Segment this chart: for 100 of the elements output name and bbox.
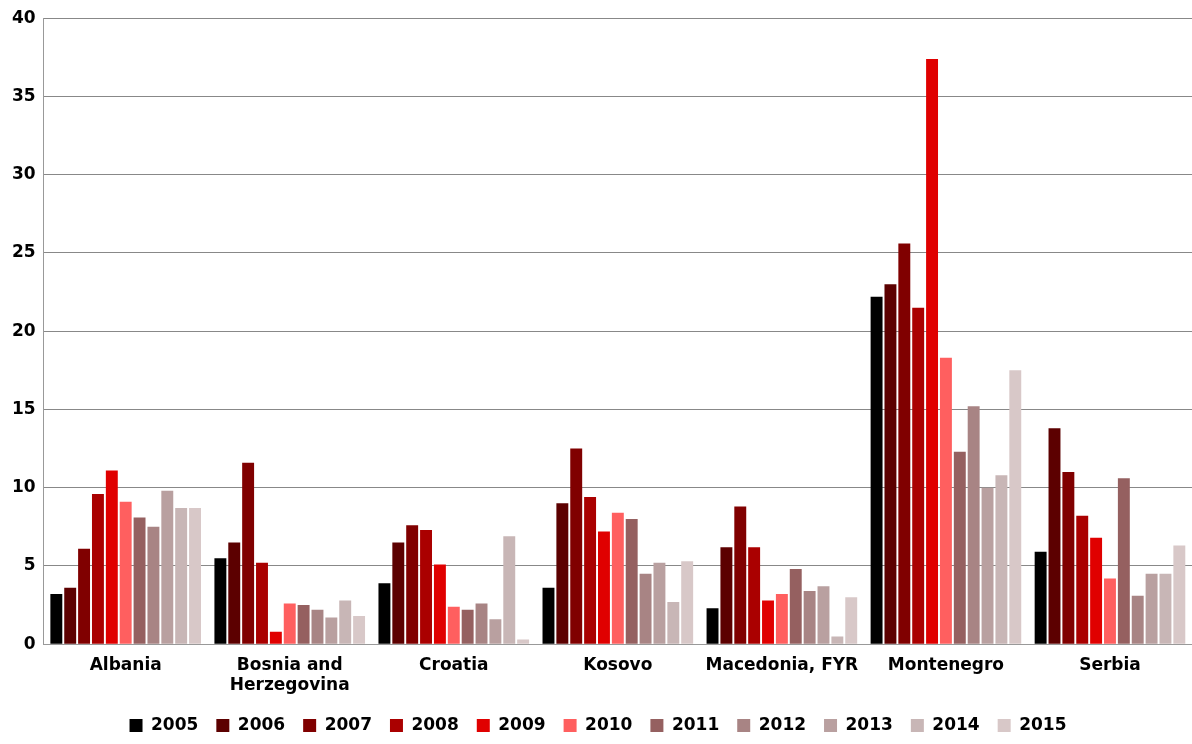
y-tick-label: 35 <box>11 84 36 105</box>
bar <box>503 536 516 644</box>
legend-label: 2006 <box>237 713 286 734</box>
bar <box>297 605 310 644</box>
bar <box>1173 545 1186 644</box>
bar <box>953 451 966 644</box>
bar <box>734 506 747 644</box>
x-tick-label: Bosnia and Herzegovina <box>229 653 350 695</box>
legend-label: 2008 <box>411 713 459 734</box>
bar <box>1131 595 1144 644</box>
bar <box>175 508 188 644</box>
bar <box>681 561 694 644</box>
bar <box>706 608 719 644</box>
bar <box>803 590 816 644</box>
bar <box>762 600 774 644</box>
x-tick-label: Macedonia, FYR <box>705 653 859 674</box>
bar <box>639 573 652 644</box>
bar <box>542 587 555 644</box>
bar <box>461 609 474 644</box>
bar <box>283 603 296 644</box>
bar <box>269 631 282 644</box>
bar <box>119 501 132 644</box>
legend-label: 2015 <box>1019 713 1067 734</box>
bar <box>517 639 530 644</box>
legend-label: 2007 <box>324 713 372 734</box>
bar <box>625 519 638 644</box>
bar <box>147 526 160 644</box>
bar <box>78 548 91 644</box>
bar <box>748 547 761 644</box>
bar <box>939 357 952 644</box>
bar <box>392 542 405 644</box>
y-tick-label: 40 <box>11 6 36 27</box>
bar <box>884 284 897 644</box>
bar <box>981 487 994 644</box>
bar <box>447 606 460 644</box>
legend-label: 2010 <box>585 713 633 734</box>
bar <box>1034 551 1047 644</box>
bar <box>433 564 446 644</box>
bar <box>161 490 174 644</box>
bar <box>831 636 844 644</box>
x-tick-label: Croatia <box>419 653 489 674</box>
bar <box>311 609 324 644</box>
bar <box>339 600 352 644</box>
bar <box>995 475 1008 644</box>
bar <box>1009 370 1022 644</box>
legend-label: 2009 <box>498 713 546 734</box>
bar <box>1159 573 1172 644</box>
bar <box>378 583 391 644</box>
legend-label: 2012 <box>758 713 807 734</box>
bar <box>926 58 939 644</box>
y-tick-label: 25 <box>11 241 36 262</box>
bar <box>720 547 733 644</box>
x-tick-label: Albania <box>89 653 162 674</box>
bar <box>406 525 419 644</box>
bar <box>228 542 241 644</box>
bar <box>214 558 227 644</box>
bar <box>845 597 858 644</box>
bar <box>570 448 583 644</box>
bar <box>1062 472 1075 644</box>
bar <box>475 603 488 644</box>
bar <box>967 406 980 644</box>
bar <box>817 586 830 644</box>
bar <box>789 569 802 644</box>
bar <box>912 307 925 644</box>
bar <box>489 619 502 644</box>
bar <box>420 529 432 644</box>
bar <box>667 601 680 644</box>
x-tick-label: Serbia <box>1079 653 1141 674</box>
y-tick-label: 10 <box>11 476 36 497</box>
y-tick-label: 0 <box>23 632 36 653</box>
y-tick-label: 15 <box>11 397 36 418</box>
y-tick-label: 30 <box>11 163 36 184</box>
bar <box>1104 578 1116 644</box>
legend-label: 2005 <box>151 713 199 734</box>
x-tick-label: Montenegro <box>887 653 1005 674</box>
bar <box>91 493 104 644</box>
y-tick-label: 5 <box>23 554 36 575</box>
bar <box>242 462 255 644</box>
y-tick-label: 20 <box>11 319 36 340</box>
legend-label: 2011 <box>671 713 720 734</box>
bar <box>1117 478 1130 644</box>
bar <box>1145 573 1158 644</box>
legend-label: 2014 <box>932 713 980 734</box>
bar <box>133 517 146 644</box>
bar <box>653 562 666 644</box>
bar <box>1090 537 1103 644</box>
bar <box>556 503 569 644</box>
bar <box>325 617 338 644</box>
bar <box>50 594 63 644</box>
bar <box>1076 515 1089 644</box>
bar <box>584 497 597 644</box>
bar <box>598 531 610 644</box>
bar <box>870 296 883 644</box>
bar <box>105 470 118 644</box>
x-tick-label: Kosovo <box>583 653 653 674</box>
bar <box>611 512 624 644</box>
bar <box>898 243 911 644</box>
bar <box>64 587 77 644</box>
bar <box>256 562 268 644</box>
bar <box>1048 428 1061 644</box>
